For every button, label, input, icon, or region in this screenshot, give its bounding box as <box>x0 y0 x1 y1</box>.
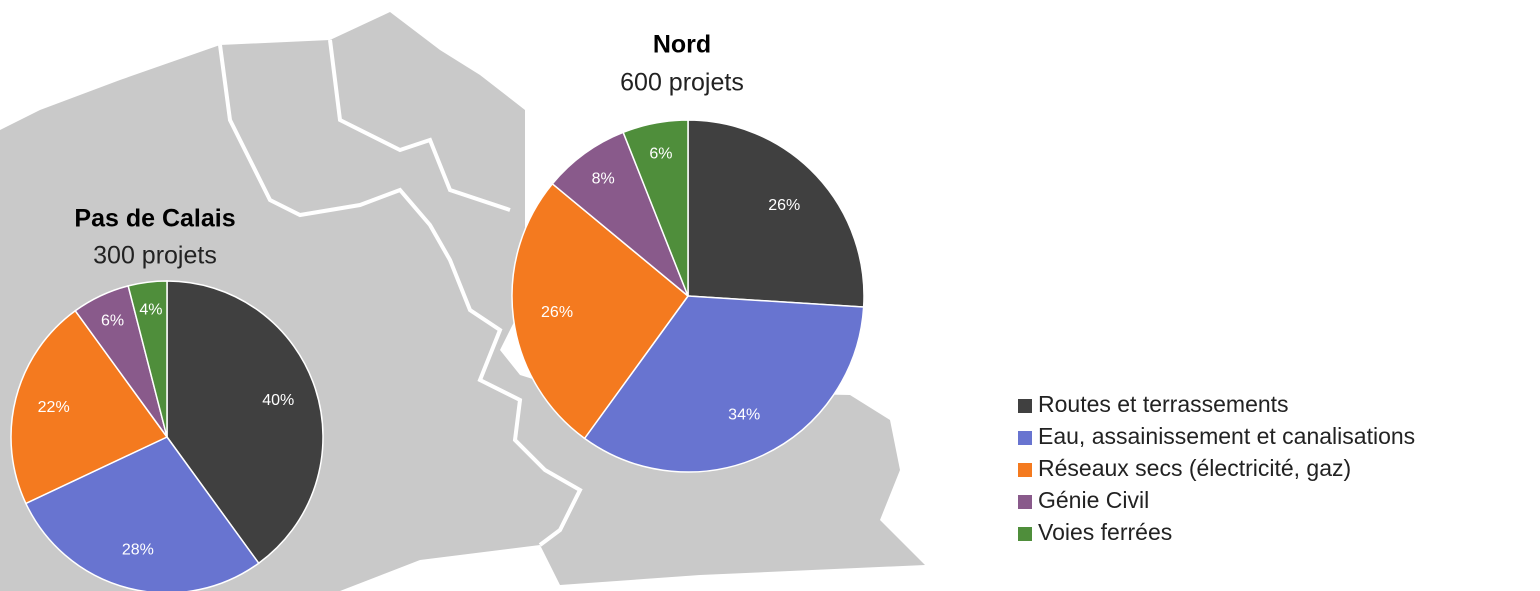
pie-subtitle: 300 projets <box>93 242 217 270</box>
legend-label: Réseaux secs (électricité, gaz) <box>1038 455 1351 481</box>
legend-swatch <box>1018 495 1032 509</box>
map-border <box>218 44 583 547</box>
legend-swatch <box>1018 463 1032 477</box>
pie-slice <box>622 119 689 297</box>
pie-slice <box>583 295 865 473</box>
pie-title: Pas de Calais <box>74 205 235 233</box>
pie-slice <box>687 119 865 308</box>
map-border <box>328 39 511 212</box>
pie-slice <box>24 436 260 591</box>
legend-label: Voies ferrées <box>1038 519 1172 545</box>
pie-slice <box>511 182 690 440</box>
slice-label: 28% <box>122 542 154 559</box>
legend-swatch <box>1018 527 1032 541</box>
legend-swatch <box>1018 431 1032 445</box>
slice-label: 6% <box>101 312 124 329</box>
slice-label: 26% <box>541 304 573 321</box>
slice-label: 34% <box>728 407 760 424</box>
pie-slice <box>127 280 168 438</box>
slice-label: 22% <box>38 399 70 416</box>
legend-label: Routes et terrassements <box>1038 391 1289 417</box>
pie-subtitle: 600 projets <box>620 69 744 97</box>
slice-label: 26% <box>768 197 800 214</box>
legend-swatch <box>1018 399 1032 413</box>
slice-label: 4% <box>139 301 162 318</box>
slice-label: 8% <box>592 170 615 187</box>
legend-label: Eau, assainissement et canalisations <box>1038 423 1415 449</box>
pie-title: Nord <box>653 31 711 59</box>
slice-label: 6% <box>649 145 672 162</box>
slice-label: 40% <box>262 392 294 409</box>
legend-label: Génie Civil <box>1038 487 1149 513</box>
pie-slice <box>10 309 169 505</box>
pie-slice <box>551 131 689 297</box>
pie-slice <box>166 280 324 565</box>
